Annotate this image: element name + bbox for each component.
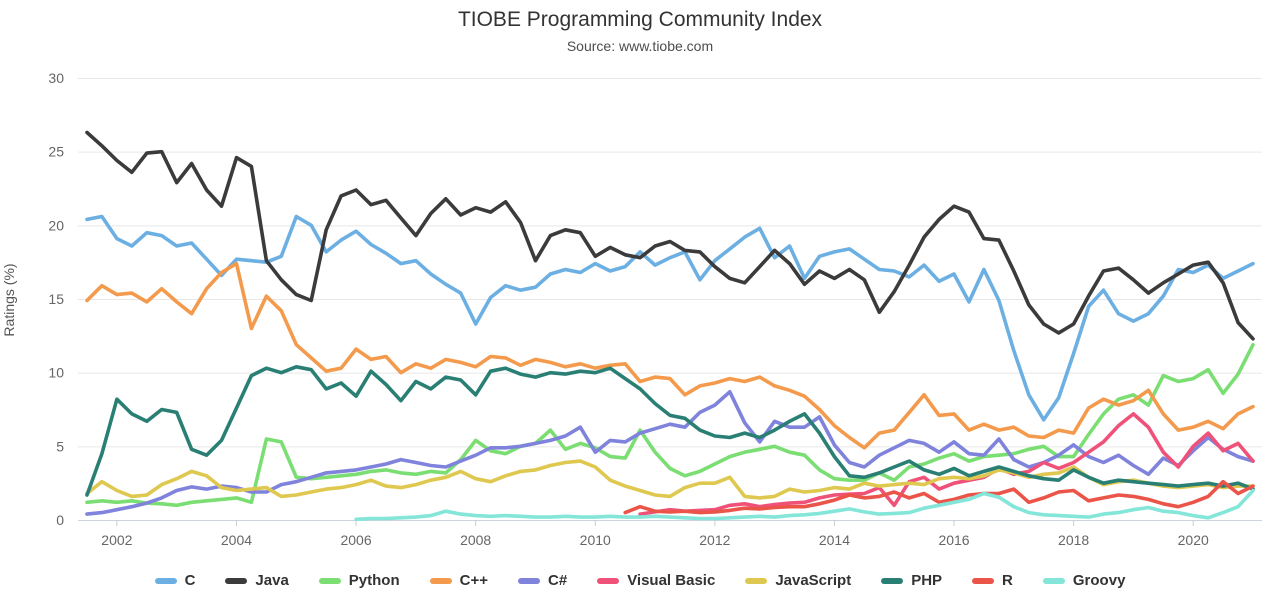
legend-label: JavaScript [775,572,852,589]
legend-item-groovy[interactable]: Groovy [1042,572,1126,589]
y-tick-label: 30 [48,70,64,86]
chart-legend: C Java Python C++ C# Visual Basic JavaScript PH… [0,572,1280,589]
legend-swatch-icon [1042,577,1065,584]
y-tick-label: 15 [48,291,64,307]
legend-item-r[interactable]: R [972,572,1013,589]
chart-title: TIOBE Programming Community Index [457,8,823,31]
y-tick-label: 20 [48,217,64,233]
series-line-php [85,365,1255,497]
legend-item-java[interactable]: Java [225,572,289,589]
legend-item-c-[interactable]: C# [518,572,567,589]
y-tick-label: 5 [56,438,64,454]
x-tick-label: 2018 [1058,532,1089,548]
legend-label: Python [348,572,400,589]
chart-subtitle: Source: www.tiobe.com [566,38,714,54]
legend-swatch-icon [429,577,452,584]
legend-item-python[interactable]: Python [318,572,400,589]
x-tick-label: 2004 [221,532,252,548]
series-line-c [85,214,1255,422]
x-tick-label: 2008 [460,532,491,548]
legend-swatch-icon [597,577,620,584]
y-tick-label: 0 [56,512,64,528]
legend-label: PHP [911,572,943,589]
legend-label: C [184,572,196,589]
series-line-visual-basic [638,412,1255,516]
legend-swatch-icon [225,577,248,584]
x-tick-label: 2002 [101,532,132,548]
legend-label: Groovy [1072,572,1126,589]
series-line-r [623,479,1255,515]
legend-label: Java [255,572,289,589]
y-axis-title: Ratings (%) [1,263,17,337]
legend-item-c[interactable]: C [154,572,196,589]
legend-label: Visual Basic [627,572,716,589]
x-tick-label: 2012 [699,532,730,548]
series-line-java [85,130,1255,341]
x-tick-label: 2006 [340,532,371,548]
series-line-c- [85,390,1255,516]
legend-swatch-icon [518,577,540,584]
legend-swatch-icon [972,577,995,584]
legend-label: C++ [459,572,488,589]
legend-label: C# [548,572,568,589]
x-tick-label: 2010 [580,532,611,548]
legend-label: R [1002,572,1013,589]
legend-item-visual-basic[interactable]: Visual Basic [597,572,715,589]
x-tick-label: 2016 [938,532,969,548]
x-tick-label: 2020 [1178,532,1209,548]
series-line-c- [85,261,1255,450]
legend-item-php[interactable]: PHP [881,572,942,589]
legend-swatch-icon [881,577,904,584]
legend-swatch-icon [154,577,177,584]
x-tick-label: 2014 [819,532,850,548]
legend-swatch-icon [745,577,768,584]
legend-swatch-icon [318,577,341,584]
y-tick-label: 10 [48,365,64,381]
series-line-javascript [85,459,1255,500]
legend-item-c-[interactable]: C++ [429,572,488,589]
series-line-groovy [354,488,1255,522]
legend-item-javascript[interactable]: JavaScript [745,572,851,589]
y-tick-label: 25 [48,144,64,160]
